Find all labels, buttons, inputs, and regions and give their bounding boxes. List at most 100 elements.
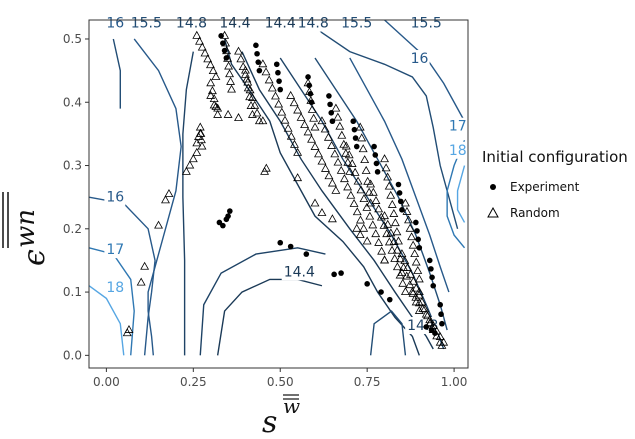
experiment-point	[373, 160, 380, 167]
random-point	[124, 325, 134, 333]
random-point	[307, 134, 316, 143]
legend-title: Initial configuration	[482, 148, 628, 166]
contour-line-14-4-17	[216, 278, 323, 356]
experiment-point	[331, 271, 337, 278]
contour-label-bg	[281, 263, 320, 281]
contour-label-bg	[104, 14, 126, 32]
random-point	[333, 112, 343, 121]
random-point	[181, 166, 191, 175]
experiment-point	[350, 118, 357, 125]
x-tick-label: 0.50	[267, 375, 294, 389]
random-point	[397, 268, 407, 277]
contour-label: 15.5	[131, 16, 162, 32]
contour-label-bg	[104, 188, 126, 206]
random-point	[223, 109, 233, 118]
y-tick-label: 0.0	[63, 348, 82, 362]
experiment-point	[396, 190, 403, 196]
random-point	[327, 178, 337, 187]
random-point	[264, 75, 274, 84]
random-point	[258, 59, 268, 68]
legend-item-random: Random	[482, 200, 632, 226]
plot-panel-border	[88, 19, 469, 369]
random-point	[296, 112, 306, 121]
random-point	[371, 229, 381, 238]
contour-line-14-8-5	[279, 57, 445, 350]
random-point	[380, 255, 390, 264]
contour-label-bg	[446, 141, 468, 159]
random-point	[435, 332, 445, 340]
contour-line-14-8-2	[182, 51, 195, 356]
random-point	[414, 274, 424, 283]
random-point	[414, 287, 424, 295]
random-point	[192, 147, 202, 156]
random-point	[387, 199, 397, 208]
x-axis-title: s w	[262, 394, 300, 439]
experiment-point	[287, 243, 294, 250]
contour-line-15-5-8	[307, 19, 459, 229]
random-point	[362, 202, 372, 211]
random-point	[379, 220, 389, 229]
random-point	[286, 90, 296, 99]
random-point	[225, 69, 235, 78]
random-point	[363, 176, 373, 185]
random-point	[358, 144, 368, 153]
random-point	[356, 215, 365, 224]
x-tick-label: 0.25	[180, 375, 207, 389]
random-point	[389, 209, 399, 217]
experiment-point	[378, 289, 384, 295]
random-point	[366, 179, 376, 188]
random-point	[346, 190, 356, 199]
random-point	[197, 42, 207, 51]
contour-line-16-7	[349, 57, 450, 293]
random-point	[245, 92, 255, 101]
random-point	[293, 173, 303, 182]
contour-label: 18	[449, 143, 467, 159]
random-point	[383, 219, 393, 228]
y-axis-label-super: wn	[11, 209, 41, 248]
contour-label: 14.8	[176, 16, 207, 32]
random-point	[403, 262, 413, 271]
legend-item-experiment: Experiment	[482, 174, 632, 200]
random-point	[408, 240, 418, 249]
contour-line-18-15	[88, 285, 125, 356]
random-point	[398, 278, 408, 287]
y-axis-label-base: ϵ	[17, 249, 52, 266]
random-point	[421, 309, 431, 318]
contour-label: 17	[106, 242, 124, 258]
experiment-point	[423, 324, 430, 330]
x-axis: 0.00 0.25 0.50 0.75 1.00	[93, 368, 467, 389]
random-point	[374, 204, 384, 213]
experiment-point	[437, 301, 443, 308]
contour-line-14-8-16	[199, 247, 326, 356]
random-point	[353, 176, 363, 185]
y-tick-label: 0.1	[63, 285, 82, 299]
random-point	[359, 194, 369, 203]
legend: Initial configuration Experiment Random	[482, 148, 632, 226]
random-point	[280, 115, 290, 124]
random-point	[241, 65, 250, 74]
contour-label-bg	[173, 14, 212, 32]
contour-label: 17	[449, 119, 467, 135]
contour-label: 16	[411, 51, 429, 67]
random-point	[206, 78, 216, 87]
random-point	[386, 228, 396, 237]
experiment-point	[328, 110, 335, 116]
contour-lines	[88, 19, 466, 356]
random-point	[327, 214, 337, 223]
experiment-point	[225, 213, 231, 219]
random-point	[211, 71, 221, 80]
y-axis: 0.0 0.1 0.2 0.3 0.4 0.5	[63, 32, 89, 362]
random-point	[374, 237, 384, 246]
contour-label-bg	[295, 14, 334, 32]
contour-label: 14.4	[284, 264, 315, 280]
contour-label: 16	[106, 16, 124, 32]
random-point	[411, 283, 421, 292]
y-tick-label: 0.4	[63, 95, 82, 109]
random-point	[390, 253, 400, 262]
random-point	[418, 303, 428, 312]
random-point	[384, 181, 394, 190]
random-point	[314, 149, 323, 158]
experiment-point	[253, 42, 259, 49]
random-point	[425, 318, 435, 327]
random-point	[207, 86, 217, 95]
